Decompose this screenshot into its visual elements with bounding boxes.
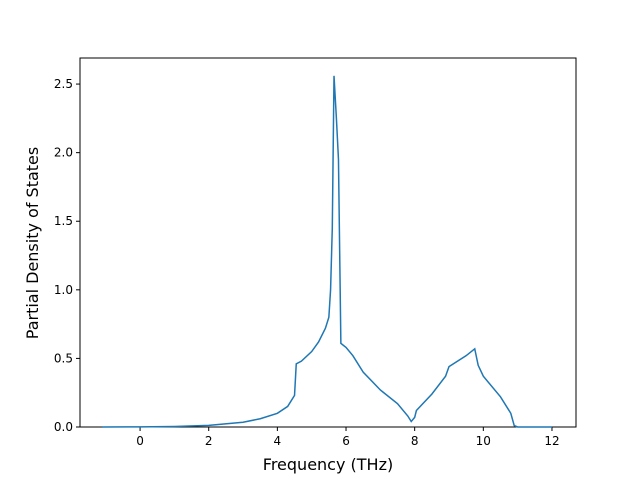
y-tick-label: 1.5 (54, 214, 73, 228)
y-tick-label: 0.0 (54, 420, 73, 434)
plot-frame (79, 57, 577, 428)
x-tick-label: 12 (544, 434, 559, 448)
y-tick-label: 0.5 (54, 351, 73, 365)
x-tick-label: 4 (274, 434, 282, 448)
y-axis-label: Partial Density of States (23, 147, 42, 339)
x-tick-label: 10 (476, 434, 491, 448)
data-line (102, 75, 552, 428)
x-tick-label: 6 (342, 434, 350, 448)
x-tick-label: 2 (205, 434, 213, 448)
y-tick-label: 2.5 (54, 77, 73, 91)
y-tick-label: 1.0 (54, 283, 73, 297)
y-tick-label: 2.0 (54, 146, 73, 160)
x-axis-label: Frequency (THz) (263, 455, 393, 474)
x-tick-label: 8 (411, 434, 419, 448)
x-tick-label: 0 (136, 434, 144, 448)
